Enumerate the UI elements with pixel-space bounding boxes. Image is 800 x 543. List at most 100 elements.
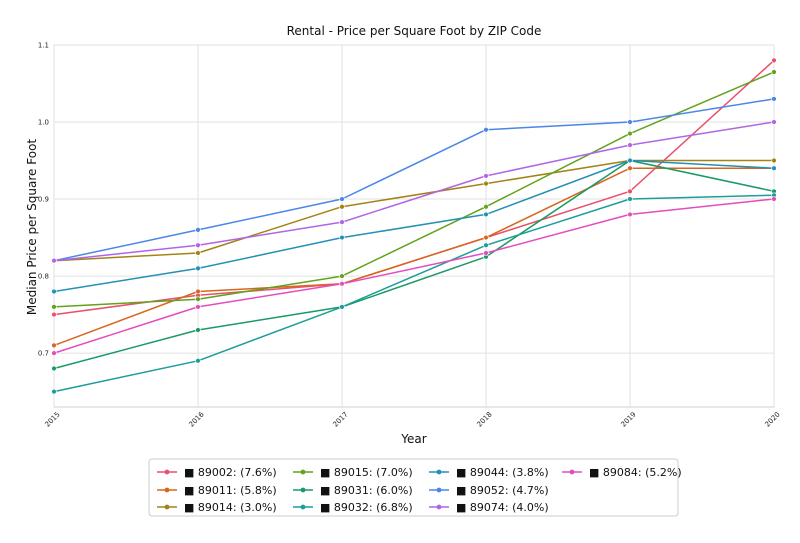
data-point xyxy=(627,142,633,148)
x-tick-label: 2017 xyxy=(331,410,349,428)
x-tick-label: 2020 xyxy=(763,410,781,428)
x-tick-label: 2018 xyxy=(475,410,493,428)
legend-label: ■ 89002: (7.6%) xyxy=(184,466,277,479)
data-point xyxy=(483,127,489,133)
data-point xyxy=(339,204,345,210)
data-point xyxy=(339,219,345,225)
data-point xyxy=(195,304,201,310)
series-line xyxy=(53,194,775,393)
data-point xyxy=(483,173,489,179)
x-tick-label: 2016 xyxy=(187,410,206,429)
data-point xyxy=(51,365,57,372)
data-point xyxy=(195,250,201,256)
chart-title: Rental - Price per Square Foot by ZIP Co… xyxy=(287,24,542,38)
data-point xyxy=(627,157,633,164)
data-point xyxy=(483,234,489,241)
plot-area: 2015 2016 2017 2018 2019 2020 0.7 0.8 0.9 1.0 1.1 xyxy=(38,42,782,429)
legend-box xyxy=(148,458,679,517)
data-point xyxy=(771,96,777,102)
y-tick-label: 1.0 xyxy=(38,119,49,127)
series-2 xyxy=(51,157,777,264)
data-point xyxy=(771,119,777,125)
data-point xyxy=(51,350,57,356)
data-point xyxy=(627,130,633,137)
data-point xyxy=(195,327,201,333)
legend-label: ■ 89015: (7.0%) xyxy=(320,466,413,479)
legend-item: ■ 89044: (3.8%) xyxy=(429,466,549,479)
series-6 xyxy=(51,157,777,295)
legend: ■ 89002: (7.6%) ■ 89011: (5.8%) ■ 89014: (… xyxy=(148,458,682,517)
data-point xyxy=(339,304,345,310)
legend-item: ■ 89002: (7.6%) xyxy=(157,466,277,479)
legend-label: ■ 89014: (3.0%) xyxy=(184,501,277,514)
legend-swatch-marker xyxy=(164,487,170,493)
legend-item: ■ 89032: (6.8%) xyxy=(293,501,413,514)
legend-label: ■ 89032: (6.8%) xyxy=(320,501,413,514)
legend-item: ■ 89052: (4.7%) xyxy=(429,484,549,497)
data-point xyxy=(339,234,345,241)
legend-swatch-marker xyxy=(436,487,442,493)
data-point xyxy=(483,250,489,256)
data-point xyxy=(483,211,489,218)
series-8 xyxy=(51,119,777,264)
data-point xyxy=(339,196,345,202)
x-axis-title: Year xyxy=(400,432,426,446)
legend-swatch-marker xyxy=(300,504,306,510)
legend-item: ■ 89011: (5.8%) xyxy=(157,484,277,497)
series-line xyxy=(53,159,774,262)
legend-swatch-marker xyxy=(164,504,170,510)
legend-label: ■ 89052: (4.7%) xyxy=(456,484,549,497)
legend-item: ■ 89074: (4.0%) xyxy=(429,501,549,514)
legend-swatch-marker xyxy=(164,469,170,475)
y-tick-label: 1.1 xyxy=(38,42,49,50)
legend-label: ■ 89084: (5.2%) xyxy=(589,466,682,479)
series-line xyxy=(53,98,775,262)
data-point xyxy=(51,257,57,264)
y-tick-label: 0.7 xyxy=(38,350,49,358)
data-point xyxy=(51,311,57,318)
legend-swatch-marker xyxy=(436,469,442,475)
data-point xyxy=(195,288,201,295)
series-5 xyxy=(51,192,777,395)
series-7 xyxy=(51,96,777,264)
y-tick-label: 0.9 xyxy=(38,196,49,204)
legend-label: ■ 89031: (6.0%) xyxy=(320,484,413,497)
legend-item: ■ 89014: (3.0%) xyxy=(157,501,277,514)
data-point xyxy=(771,165,777,171)
series-3 xyxy=(51,69,777,310)
data-point xyxy=(627,196,633,202)
legend-item: ■ 89084: (5.2%) xyxy=(562,466,682,479)
data-point xyxy=(771,196,777,202)
data-point xyxy=(627,211,633,218)
x-tick-label: 2019 xyxy=(619,410,637,428)
data-point xyxy=(195,265,201,272)
x-tick-label: 2015 xyxy=(43,410,61,428)
data-point xyxy=(51,388,57,395)
data-point xyxy=(339,281,345,287)
legend-swatch-marker xyxy=(436,504,442,510)
series-line xyxy=(53,198,775,354)
legend-label: ■ 89011: (5.8%) xyxy=(184,484,277,497)
legend-item: ■ 89015: (7.0%) xyxy=(293,466,413,479)
series-line xyxy=(53,71,775,308)
legend-label: ■ 89044: (3.8%) xyxy=(456,466,549,479)
series-line xyxy=(53,159,775,293)
data-point xyxy=(339,273,345,279)
data-point xyxy=(627,119,633,125)
legend-swatch-marker xyxy=(300,469,306,475)
data-point xyxy=(195,227,201,233)
data-point xyxy=(771,57,777,64)
series-9 xyxy=(51,196,777,356)
data-point xyxy=(195,296,201,302)
data-point xyxy=(771,157,777,164)
y-axis-title: Median Price per Square Foot xyxy=(25,139,39,316)
data-point xyxy=(627,165,633,171)
legend-item: ■ 89031: (6.0%) xyxy=(293,484,413,497)
data-point xyxy=(771,69,777,75)
legend-label: ■ 89074: (4.0%) xyxy=(456,501,549,514)
data-point xyxy=(195,358,201,364)
data-point xyxy=(51,288,57,295)
data-point xyxy=(51,304,57,310)
